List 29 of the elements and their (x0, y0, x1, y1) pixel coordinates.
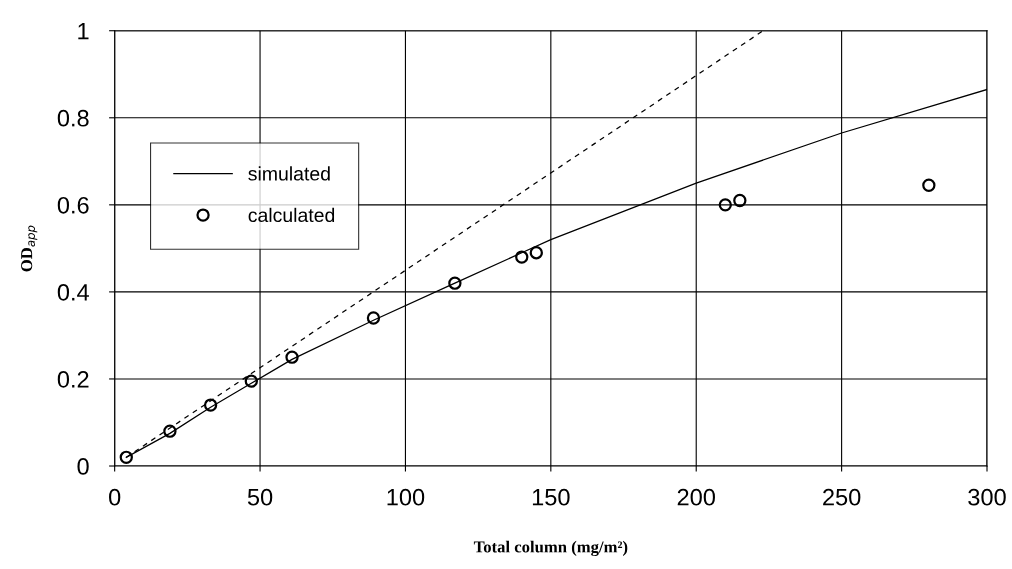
legend-label: simulated (248, 166, 330, 181)
point (285, 350, 299, 364)
x-tick-label: 150 (532, 488, 570, 506)
x-tick-label: 200 (677, 488, 715, 506)
legend-label: calculated (248, 207, 335, 223)
y-tick-label: 0.6 (57, 196, 89, 214)
x-tick-label: 50 (247, 488, 273, 506)
point (163, 424, 177, 438)
point (119, 450, 133, 464)
x-tick-label: 300 (968, 488, 1006, 506)
x-axis-title: Total column (mg/m²) (473, 540, 628, 557)
y-tick-label: 0 (77, 458, 89, 475)
point (515, 250, 529, 264)
point (448, 276, 462, 290)
point (922, 178, 936, 192)
point (718, 198, 732, 212)
point (366, 311, 381, 325)
point (529, 246, 543, 260)
y-tick-label: 0.8 (57, 109, 89, 127)
y-tick-label: 0.2 (57, 371, 89, 388)
y-tick-label: 0.4 (57, 283, 89, 301)
x-tick-label: 0 (109, 488, 121, 506)
point (244, 374, 258, 388)
point (733, 193, 747, 208)
point (203, 398, 218, 412)
y-axis-title: OD$_{app}$ (21, 225, 38, 272)
x-tick-label: 250 (823, 488, 861, 506)
y-tick-label: 1 (78, 23, 89, 40)
x-tick-label: 100 (387, 488, 425, 506)
